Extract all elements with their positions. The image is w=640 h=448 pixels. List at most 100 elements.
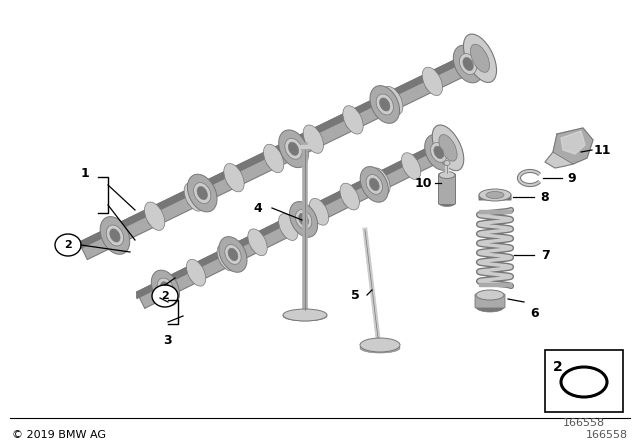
Ellipse shape xyxy=(371,168,390,195)
Ellipse shape xyxy=(151,270,179,306)
Ellipse shape xyxy=(373,178,387,190)
Ellipse shape xyxy=(432,125,464,171)
Ellipse shape xyxy=(217,244,237,271)
Polygon shape xyxy=(137,140,444,298)
Ellipse shape xyxy=(306,136,321,149)
Ellipse shape xyxy=(278,214,298,241)
Ellipse shape xyxy=(444,160,450,165)
Ellipse shape xyxy=(106,225,124,246)
Ellipse shape xyxy=(194,183,211,203)
Ellipse shape xyxy=(187,194,202,207)
Ellipse shape xyxy=(434,146,444,159)
Ellipse shape xyxy=(439,199,455,207)
Ellipse shape xyxy=(340,183,360,210)
Ellipse shape xyxy=(158,285,172,297)
Ellipse shape xyxy=(432,150,446,162)
Ellipse shape xyxy=(289,202,317,237)
Ellipse shape xyxy=(463,57,473,71)
Ellipse shape xyxy=(296,210,312,229)
Text: 9: 9 xyxy=(568,172,576,185)
Ellipse shape xyxy=(152,285,178,307)
Ellipse shape xyxy=(385,98,400,110)
Ellipse shape xyxy=(278,130,308,168)
Ellipse shape xyxy=(463,34,497,82)
Ellipse shape xyxy=(366,175,383,194)
Ellipse shape xyxy=(401,153,421,180)
Ellipse shape xyxy=(228,248,238,261)
Ellipse shape xyxy=(476,302,504,312)
Ellipse shape xyxy=(431,142,447,162)
Text: 10: 10 xyxy=(414,177,432,190)
Text: 166558: 166558 xyxy=(563,418,605,428)
Polygon shape xyxy=(479,283,511,286)
Text: 4: 4 xyxy=(253,202,262,215)
Text: 1: 1 xyxy=(81,167,90,180)
Text: 11: 11 xyxy=(593,143,611,156)
Ellipse shape xyxy=(383,86,403,115)
Ellipse shape xyxy=(224,164,244,192)
Text: 166558: 166558 xyxy=(586,430,628,440)
Polygon shape xyxy=(545,152,573,168)
Ellipse shape xyxy=(108,233,122,245)
Ellipse shape xyxy=(248,229,268,256)
Ellipse shape xyxy=(283,311,327,321)
Ellipse shape xyxy=(422,67,442,95)
Ellipse shape xyxy=(380,98,390,111)
Ellipse shape xyxy=(189,270,203,282)
Ellipse shape xyxy=(197,186,207,200)
Ellipse shape xyxy=(100,216,130,254)
Polygon shape xyxy=(553,128,593,164)
Ellipse shape xyxy=(453,45,483,83)
Ellipse shape xyxy=(470,44,490,72)
Ellipse shape xyxy=(299,213,308,226)
Ellipse shape xyxy=(264,144,284,172)
Text: 6: 6 xyxy=(531,306,540,319)
Ellipse shape xyxy=(157,278,173,298)
Ellipse shape xyxy=(161,282,170,294)
Text: 7: 7 xyxy=(541,249,549,262)
Ellipse shape xyxy=(439,134,457,161)
Ellipse shape xyxy=(343,106,363,134)
Text: © 2019 BMW AG: © 2019 BMW AG xyxy=(12,430,106,440)
Text: 3: 3 xyxy=(164,333,172,346)
Ellipse shape xyxy=(376,94,394,115)
Ellipse shape xyxy=(342,194,356,206)
Ellipse shape xyxy=(460,54,477,74)
Polygon shape xyxy=(79,50,476,249)
Ellipse shape xyxy=(425,134,453,170)
Ellipse shape xyxy=(370,86,399,123)
Ellipse shape xyxy=(105,221,125,250)
Ellipse shape xyxy=(479,189,511,201)
Ellipse shape xyxy=(289,142,299,155)
Text: 2: 2 xyxy=(553,360,563,374)
Bar xyxy=(545,350,623,412)
Polygon shape xyxy=(79,50,484,259)
Text: 8: 8 xyxy=(541,190,549,203)
Text: 2: 2 xyxy=(161,291,169,301)
Polygon shape xyxy=(137,140,452,308)
Polygon shape xyxy=(479,210,511,213)
Ellipse shape xyxy=(220,254,234,267)
Ellipse shape xyxy=(360,167,388,202)
Ellipse shape xyxy=(303,125,323,153)
Ellipse shape xyxy=(110,229,120,242)
Ellipse shape xyxy=(219,237,247,272)
Ellipse shape xyxy=(439,172,455,178)
Ellipse shape xyxy=(461,61,476,74)
Ellipse shape xyxy=(283,309,327,321)
FancyBboxPatch shape xyxy=(479,194,511,201)
Ellipse shape xyxy=(250,239,264,251)
Ellipse shape xyxy=(55,234,81,256)
Ellipse shape xyxy=(184,183,204,211)
Ellipse shape xyxy=(360,338,400,352)
Ellipse shape xyxy=(476,290,504,300)
Ellipse shape xyxy=(404,163,418,175)
Ellipse shape xyxy=(147,213,162,226)
Ellipse shape xyxy=(266,155,281,168)
Text: 5: 5 xyxy=(351,289,360,302)
Polygon shape xyxy=(300,145,310,148)
Ellipse shape xyxy=(458,50,478,78)
Ellipse shape xyxy=(360,343,400,353)
Ellipse shape xyxy=(225,245,241,264)
Ellipse shape xyxy=(188,174,217,212)
